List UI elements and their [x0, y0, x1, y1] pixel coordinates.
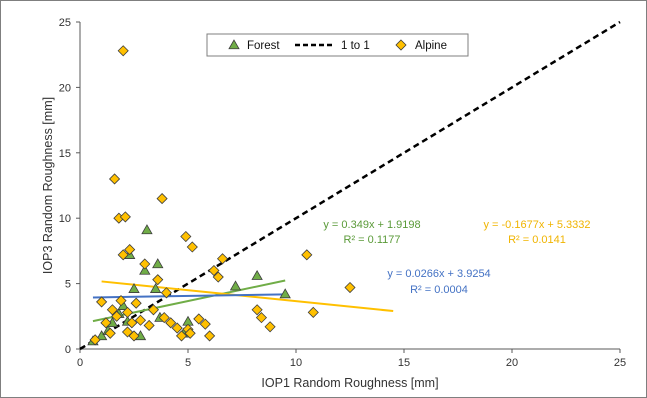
forest-point [229, 280, 242, 291]
alpine-point [156, 193, 168, 205]
alpine-point [126, 317, 138, 329]
alpine-point [199, 318, 211, 330]
trendline-equation: y = -0.1677x + 5.3332 [483, 219, 590, 231]
x-tick-label: 5 [185, 357, 191, 369]
forest-point [279, 288, 291, 299]
y-tick-label: 5 [65, 279, 71, 291]
alpine-point [139, 258, 151, 270]
alpine-point [121, 326, 134, 338]
alpine-point [264, 321, 276, 333]
x-tick-label: 0 [77, 357, 83, 369]
alpine-point [111, 310, 123, 322]
x-axis-title: IOP1 Random Roughness [mm] [261, 376, 438, 390]
data-markers [87, 45, 356, 346]
alpine-point [307, 306, 319, 318]
forest-point [128, 283, 140, 293]
trendline-equation: y = 0.0266x + 3.9254 [387, 268, 490, 280]
alpine-point [160, 287, 172, 299]
trendline-combined [92, 293, 286, 299]
y-axis-title: IOP3 Random Roughness [mm] [41, 97, 55, 274]
legend-alpine-label: Alpine [415, 40, 447, 52]
alpine-point [130, 297, 142, 309]
legend-alpine-marker [395, 39, 407, 51]
alpine-point [89, 334, 101, 346]
legend-forest-marker [228, 39, 240, 50]
alpine-point [171, 322, 183, 334]
alpine-point [128, 330, 140, 342]
y-tick-label: 10 [59, 213, 71, 225]
alpine-point [152, 274, 164, 286]
trendline-annotations: y = 0.349x + 1.9198 R² = 0.1177 y = -0.167… [323, 219, 590, 296]
alpine-point [175, 330, 188, 342]
forest-point [139, 264, 151, 275]
alpine-point [124, 244, 136, 256]
alpine-point [134, 314, 147, 326]
trendline-r2: R² = 0.1177 [344, 234, 401, 246]
trendline-alpine [101, 280, 394, 313]
trendline-r2: R² = 0.0141 [508, 234, 566, 246]
y-tick-label: 15 [59, 148, 71, 160]
legend: Forest 1 to 1 Alpine [206, 33, 469, 57]
legend-one-to-one-label: 1 to 1 [341, 40, 370, 52]
forest-point [251, 269, 263, 280]
x-tick-label: 10 [290, 357, 302, 369]
alpine-point [104, 327, 116, 339]
alpine-point [117, 249, 129, 261]
x-tick-label: 15 [398, 357, 410, 369]
reference-lines [79, 20, 621, 351]
alpine-point [180, 230, 192, 243]
alpine-point [204, 330, 216, 342]
trendline-r2: R² = 0.0004 [410, 284, 468, 296]
alpine-point [344, 281, 356, 294]
tick-labels: 0 5 10 15 20 25 0 5 10 15 20 25 [59, 17, 626, 369]
alpine-point [158, 312, 170, 324]
alpine-point [193, 313, 205, 325]
alpine-point [212, 271, 224, 283]
alpine-point [216, 253, 229, 265]
alpine-point [108, 173, 121, 185]
alpine-point [255, 312, 268, 324]
alpine-point [96, 296, 108, 308]
alpine-point [186, 241, 198, 253]
forest-point [95, 330, 108, 341]
alpine-point [147, 304, 160, 316]
alpine-point [106, 304, 118, 316]
alpine-point [119, 211, 131, 223]
alpine-point [301, 249, 313, 261]
axes [76, 21, 621, 353]
alpine-point [117, 45, 129, 57]
legend-forest-label: Forest [247, 40, 280, 52]
alpine-point [121, 306, 134, 318]
alpine-point [184, 327, 196, 339]
legend-box [206, 33, 469, 57]
y-tick-label: 20 [59, 82, 71, 94]
alpine-point [100, 317, 112, 329]
x-tick-label: 20 [506, 357, 518, 369]
forest-point [152, 258, 164, 269]
trendline-equation: y = 0.349x + 1.9198 [323, 219, 420, 231]
forest-point [141, 224, 153, 235]
alpine-point [208, 264, 220, 277]
x-tick-label: 25 [614, 357, 626, 369]
alpine-point [115, 295, 127, 307]
one-to-one-line [79, 20, 621, 351]
alpine-point [251, 304, 263, 316]
alpine-point [165, 317, 177, 329]
y-tick-label: 0 [65, 344, 71, 356]
alpine-point [143, 319, 155, 332]
y-tick-label: 25 [59, 17, 71, 29]
forest-point [149, 283, 162, 293]
